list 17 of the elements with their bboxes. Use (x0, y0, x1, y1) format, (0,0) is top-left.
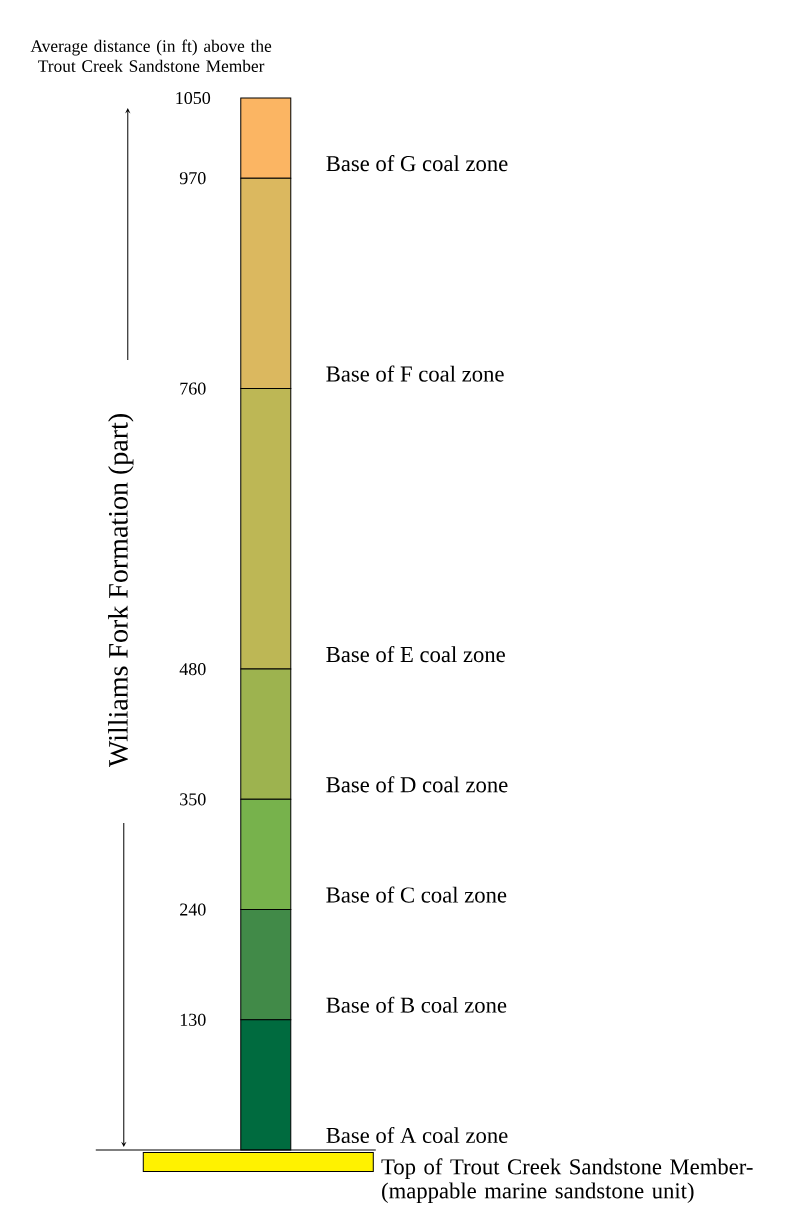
y-tick-label: 350 (180, 793, 206, 806)
y-tick-label: 130 (180, 1013, 206, 1026)
annotation: Base of C coal zone (326, 886, 507, 903)
annotation: Base of B coal zone (326, 996, 507, 1013)
y-tick-label: 1050 (176, 91, 211, 105)
annotation: Base of F coal zone (326, 365, 504, 382)
annotation: Williams Fork Formation (part) (108, 414, 134, 768)
annotation: Base of G coal zone (326, 155, 508, 172)
text: Top of Trout Creek Sandstone Member- (mappable marine sandstone unit) (381, 1158, 753, 1204)
y-tick-label: 970 (179, 172, 206, 185)
y-tick-label: 240 (180, 903, 206, 916)
annotation: Base of E coal zone (326, 645, 506, 663)
y-tick-label: 480 (179, 663, 206, 676)
chart-title: Average distance (in ft) above the Trout Creek Sandstone Member (30, 39, 272, 72)
y-tick-label: 760 (180, 382, 206, 395)
annotation: Base of A coal zone (326, 1126, 508, 1144)
annotation: Base of D coal zone (326, 776, 508, 793)
